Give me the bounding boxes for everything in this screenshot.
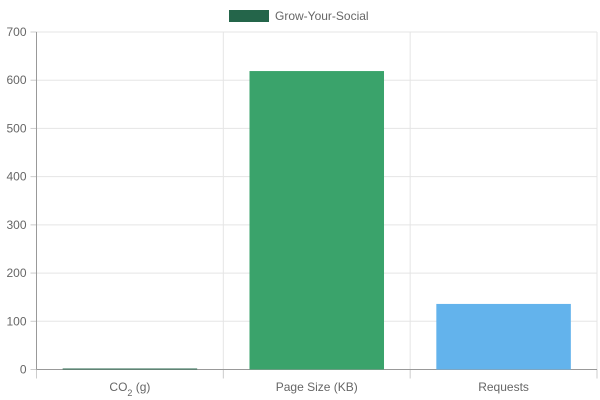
bars [62, 71, 571, 370]
bar[interactable] [249, 71, 385, 370]
legend-swatch[interactable] [229, 10, 269, 22]
y-tick-label: 200 [6, 266, 26, 280]
legend[interactable]: Grow-Your-Social [229, 9, 369, 23]
y-tick-label: 500 [6, 121, 26, 135]
y-tick-label: 0 [20, 363, 27, 377]
y-tick-label: 100 [6, 314, 26, 328]
x-tick-label: CO2 (g) [109, 380, 150, 398]
y-tick-label: 700 [6, 25, 26, 39]
bar[interactable] [436, 303, 571, 370]
x-tick-label: Requests [478, 380, 529, 394]
y-tick-label: 300 [6, 218, 26, 232]
x-tick-label: Page Size (KB) [276, 380, 358, 394]
tick-labels: 0 100 200 300 400 500 600 700 CO2 (g) Page Size (… [6, 25, 528, 398]
legend-label[interactable]: Grow-Your-Social [275, 9, 369, 23]
y-tick-label: 400 [6, 170, 26, 184]
y-tick-label: 600 [6, 73, 26, 87]
bar[interactable] [62, 368, 198, 370]
